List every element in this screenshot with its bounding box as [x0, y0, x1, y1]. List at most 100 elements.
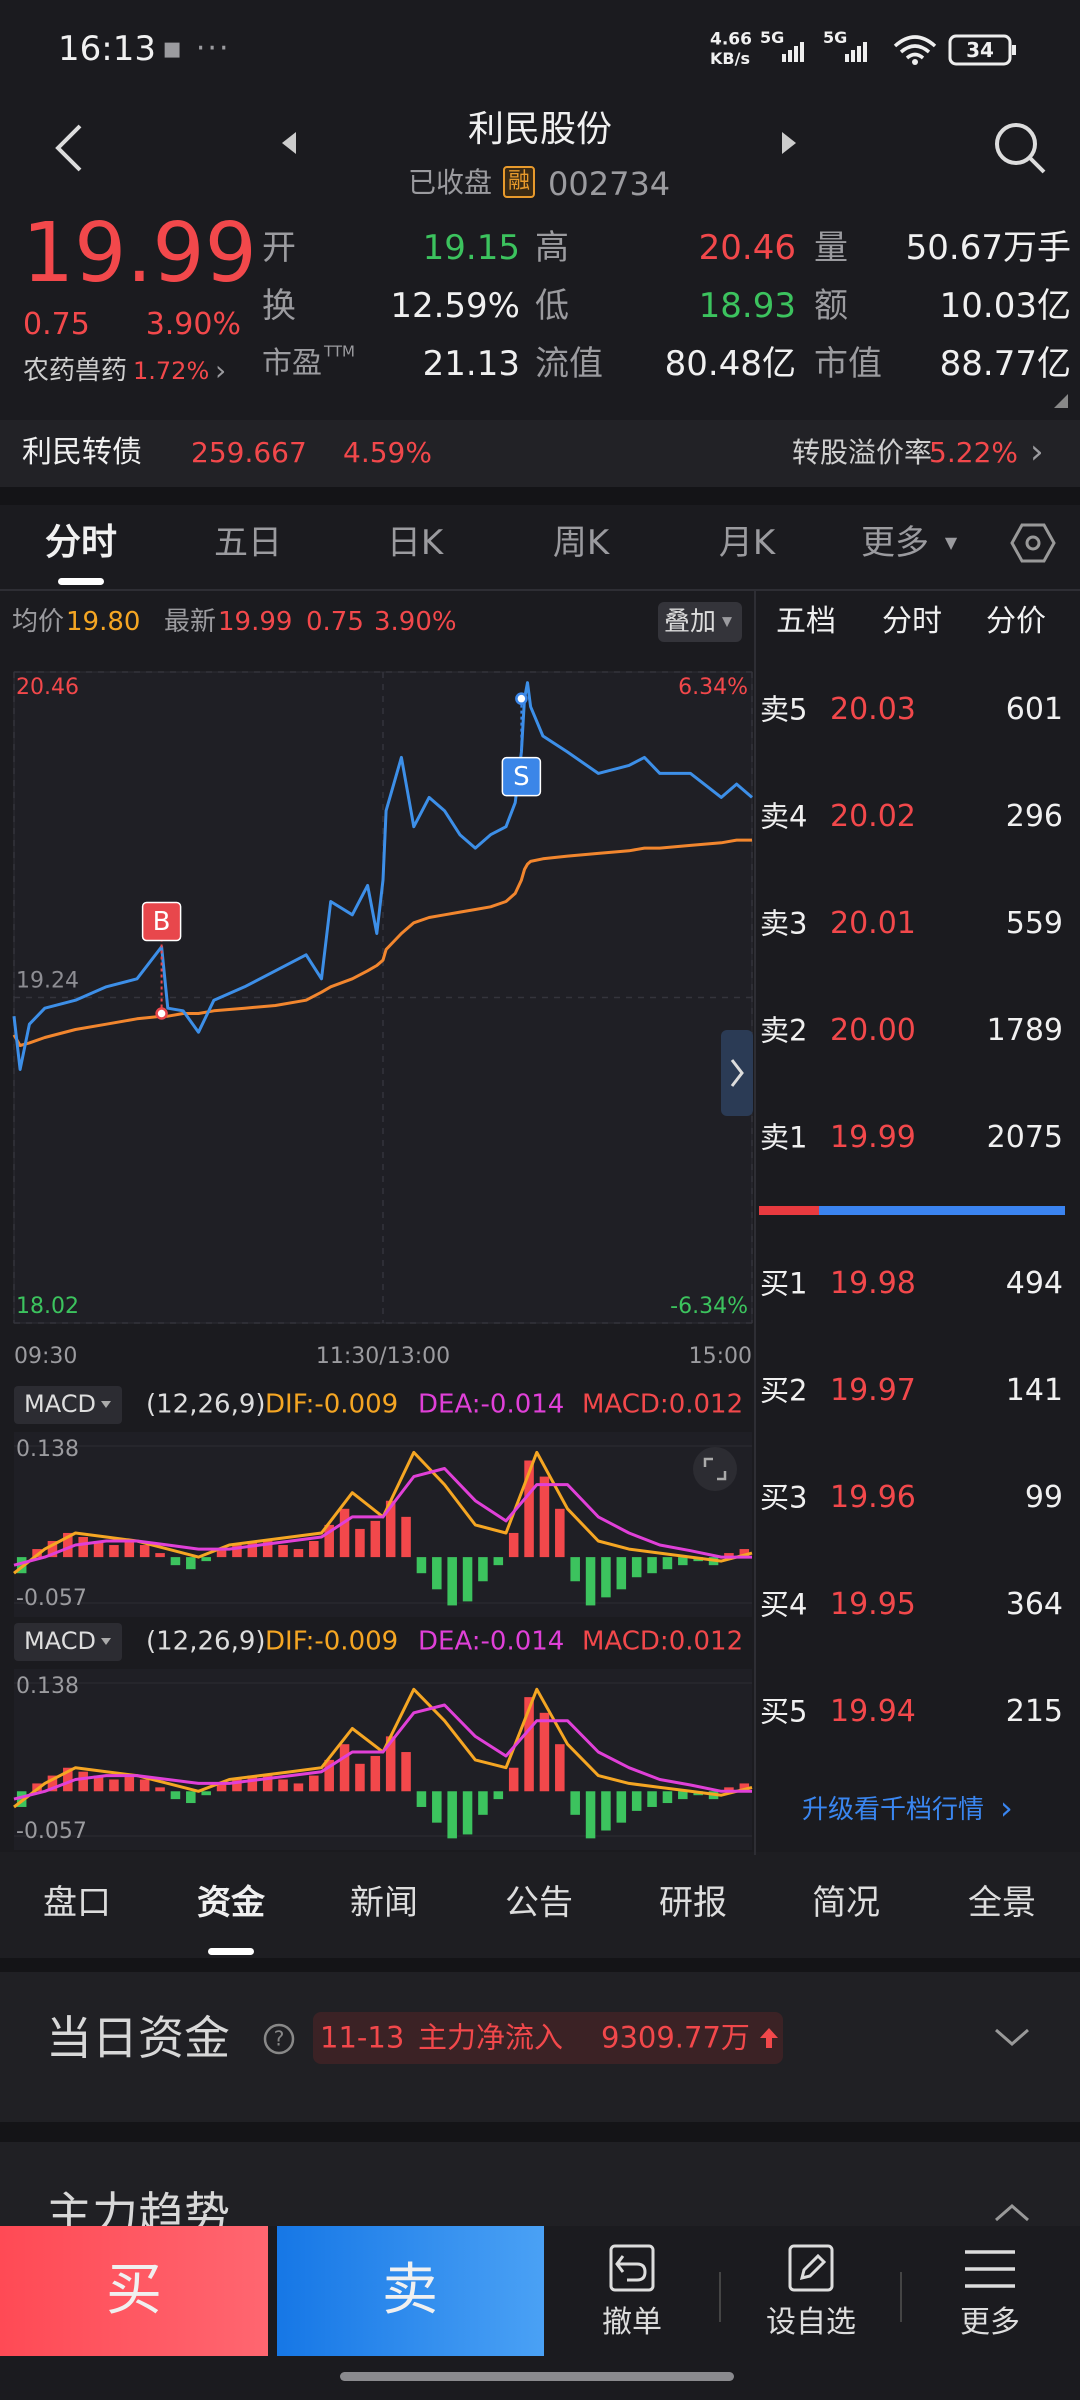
status-time: 16:13 [58, 29, 156, 69]
bond-row-bg[interactable] [0, 420, 1080, 487]
indicator-line [13, 1467, 752, 1567]
help-icon[interactable]: ? [262, 2022, 296, 2056]
overlay-button[interactable] [658, 602, 742, 642]
macd-bar [678, 1557, 688, 1566]
indicator-select[interactable] [14, 1386, 122, 1424]
last-pct: 3.90% [374, 607, 457, 637]
macd-bar [339, 1744, 350, 1792]
search-button[interactable] [990, 118, 1050, 178]
macd-bar [370, 1520, 381, 1558]
expand-side-button[interactable] [721, 1030, 753, 1116]
market-state: 已收盘 [408, 166, 493, 199]
buy-button[interactable] [0, 2226, 268, 2356]
upgrade-link[interactable]: 升级看千档行情 [801, 1795, 985, 1825]
expand-chevron[interactable] [992, 2024, 1032, 2050]
detail-tab[interactable]: 资金 [197, 1883, 265, 1923]
detail-tab[interactable]: 公告 [505, 1883, 573, 1923]
macd-bar [631, 1791, 642, 1811]
stat-label: 换 [262, 286, 296, 326]
macd-bar [109, 1779, 119, 1792]
period-tab[interactable]: 分时 [44, 522, 118, 563]
ask-bid-ratio-ask [759, 1206, 819, 1215]
fund-amount: 9309.77万 [601, 2020, 750, 2055]
fullscreen-button[interactable] [693, 1447, 737, 1491]
net-unit: KB/s [710, 49, 750, 68]
sector-arrow[interactable]: › [215, 354, 227, 387]
macd-bar [78, 1771, 88, 1792]
period-tab[interactable]: 更多 [861, 523, 929, 563]
corner-mark [1054, 394, 1068, 408]
book-tab[interactable]: 分时 [882, 604, 942, 639]
macd-bar [47, 1775, 58, 1792]
indicator-name: MACD [24, 1627, 96, 1655]
gap [0, 1958, 1080, 1972]
detail-tab[interactable]: 新闻 [350, 1883, 418, 1923]
macd-bar [462, 1557, 473, 1602]
period-tab[interactable]: 周K [552, 523, 610, 563]
book-tab[interactable]: 分价 [986, 604, 1046, 639]
period-tab[interactable]: 五日 [214, 523, 282, 563]
detail-tab[interactable]: 盘口 [43, 1883, 111, 1923]
macd-bar [16, 1791, 27, 1807]
book-volume: 559 [1005, 906, 1063, 941]
macd-bar [616, 1557, 627, 1590]
bond-name: 利民转债 [22, 435, 142, 470]
home-indicator [340, 2372, 734, 2381]
macd-bar [616, 1791, 627, 1823]
stat-label-sup: TTM [324, 342, 356, 361]
action-label[interactable]: 撤单 [602, 2305, 662, 2340]
bond-arrow[interactable]: › [1030, 432, 1044, 472]
prev-stock[interactable] [276, 128, 300, 158]
stat-value: 50.67万手 [905, 228, 1071, 268]
macd-bar [201, 1791, 211, 1796]
period-tab[interactable]: 日K [386, 523, 444, 563]
detail-tab[interactable]: 研报 [659, 1883, 727, 1923]
marker-box [501, 756, 542, 797]
stat-label: 开 [262, 228, 296, 268]
detail-tab[interactable]: 简况 [812, 1883, 880, 1923]
back-button[interactable] [40, 120, 100, 176]
next-stock[interactable] [778, 128, 802, 158]
settings-button[interactable] [1010, 522, 1056, 564]
macd-bar [662, 1557, 673, 1570]
last-price: 19.99 [22, 206, 257, 301]
book-tab[interactable]: 五档 [776, 604, 836, 639]
book-volume: 99 [1024, 1480, 1063, 1515]
watchlist-icon[interactable] [784, 2242, 838, 2296]
action-label[interactable]: 设自选 [766, 2305, 856, 2340]
trade-point [155, 1007, 168, 1020]
sell-button[interactable] [277, 2226, 544, 2356]
book-volume: 494 [1005, 1266, 1063, 1301]
macd-bar [739, 1783, 750, 1792]
detail-tab[interactable]: 全景 [968, 1883, 1036, 1923]
margin-badge: 融 [502, 166, 536, 198]
network-type: 5G [760, 28, 785, 47]
more-icon[interactable] [963, 2246, 1017, 2292]
book-price: 19.95 [830, 1587, 916, 1622]
bottom-tab-bg [0, 1852, 1080, 1958]
marker-label: B [153, 907, 171, 937]
bond-pct: 4.59% [343, 436, 432, 469]
macd-bar [247, 1775, 258, 1792]
stat-label: 量 [814, 228, 848, 268]
x-tick-label: 11:30/13:00 [316, 1344, 450, 1369]
period-tab[interactable]: 月K [718, 523, 776, 563]
indicator-select[interactable] [14, 1623, 122, 1661]
collapse-chevron[interactable] [992, 2200, 1032, 2226]
macd-bar [432, 1557, 442, 1590]
book-price: 19.97 [830, 1373, 916, 1408]
cancel-icon[interactable] [605, 2242, 659, 2296]
status-glyphs [782, 34, 1016, 66]
macd-bar [32, 1549, 42, 1558]
dropdown-arrow: ▼ [722, 614, 732, 630]
action-label[interactable]: 更多 [960, 2305, 1020, 2340]
pct-label: -6.34% [670, 1294, 748, 1319]
book-level: 卖5 [760, 692, 808, 727]
macd-bar [278, 1545, 288, 1558]
indicator-params: (12,26,9) [146, 1390, 266, 1420]
expand-side-arrow [730, 1059, 744, 1087]
dropdown-arrow [101, 1638, 111, 1645]
macd-bar [724, 1787, 734, 1792]
